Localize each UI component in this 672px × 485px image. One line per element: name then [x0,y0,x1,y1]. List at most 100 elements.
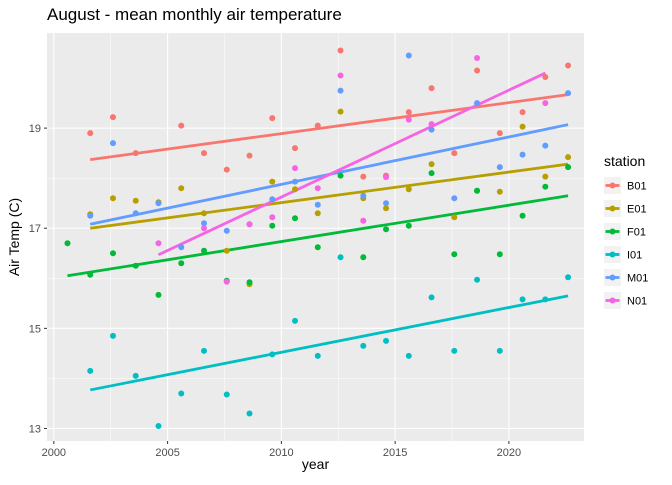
data-point-i01 [132,372,139,379]
data-point-n01 [201,225,208,232]
legend-title: station [604,153,645,169]
data-point-i01 [542,296,549,303]
legend-label-f01: F01 [627,227,646,239]
data-point-f01 [246,279,253,286]
legend-key-point [609,205,616,212]
data-point-f01 [64,240,71,247]
data-point-i01 [405,352,412,359]
y-tick-label: 19 [29,123,41,135]
data-point-e01 [132,197,139,204]
data-point-b01 [178,122,185,129]
data-point-i01 [155,422,162,429]
data-point-m01 [474,100,481,107]
data-point-n01 [246,221,253,228]
legend-label-n01: N01 [627,296,647,308]
data-point-i01 [337,254,344,261]
data-point-b01 [109,114,116,121]
legend-key-point [609,228,616,235]
data-point-m01 [201,220,208,227]
data-point-f01 [155,291,162,298]
data-point-f01 [132,262,139,269]
data-point-n01 [269,214,276,221]
data-point-n01 [292,165,299,172]
data-point-m01 [109,140,116,147]
data-point-f01 [383,226,390,233]
data-point-e01 [269,178,276,185]
legend-key-point [609,251,616,258]
legend-label-m01: M01 [627,273,648,285]
data-point-f01 [542,183,549,190]
trend-lines [67,71,569,392]
data-point-i01 [428,294,435,301]
data-point-m01 [223,227,230,234]
data-point-i01 [178,390,185,397]
legend: station B01 E01 F01 I01 M01 N01 [604,153,648,309]
data-point-b01 [451,150,458,157]
data-point-f01 [496,251,503,258]
x-tick-label: 2005 [155,447,179,459]
data-point-m01 [542,142,549,149]
data-point-b01 [246,152,253,159]
legend-label-b01: B01 [627,181,647,193]
data-point-f01 [314,244,321,251]
data-point-n01 [155,240,162,247]
data-point-f01 [201,247,208,254]
legend-key-point [609,274,616,281]
data-point-e01 [496,188,503,195]
data-point-i01 [201,347,208,354]
trend-line-b01 [90,93,569,162]
data-point-i01 [360,342,367,349]
data-point-b01 [519,109,526,116]
data-point-m01 [314,201,321,208]
data-point-n01 [337,72,344,79]
data-point-f01 [109,250,116,257]
data-point-f01 [360,254,367,261]
data-point-f01 [405,222,412,229]
x-tick-label: 2010 [269,447,293,459]
data-point-n01 [542,100,549,107]
data-point-e01 [223,247,230,254]
trend-line-f01 [67,194,569,278]
data-point-i01 [565,274,572,281]
data-point-i01 [383,337,390,344]
data-point-e01 [451,214,458,221]
chart-title: August - mean monthly air temperature [47,5,342,24]
data-points [64,47,572,429]
data-point-i01 [223,391,230,398]
data-point-i01 [314,352,321,359]
data-point-e01 [542,173,549,180]
data-point-e01 [292,186,299,193]
y-axis: 13 15 17 19 [29,123,47,435]
data-point-e01 [383,205,390,212]
data-point-n01 [474,55,481,62]
data-point-m01 [155,200,162,207]
y-tick-label: 15 [29,323,41,335]
data-point-m01 [360,192,367,199]
legend-label-i01: I01 [627,250,642,262]
legend-key-point [609,182,616,189]
trend-line-e01 [90,162,569,230]
data-point-i01 [451,347,458,354]
data-point-f01 [565,164,572,171]
data-point-f01 [178,260,185,267]
data-point-i01 [246,410,253,417]
trend-line-n01 [157,71,546,257]
data-point-b01 [565,62,572,69]
data-point-m01 [519,151,526,158]
x-tick-label: 2015 [383,447,407,459]
data-point-m01 [383,200,390,207]
data-point-m01 [428,126,435,133]
data-point-m01 [292,178,299,185]
data-point-m01 [496,164,503,171]
data-point-m01 [337,87,344,94]
data-point-n01 [428,121,435,128]
data-point-f01 [269,222,276,229]
data-point-e01 [109,195,116,202]
data-point-b01 [132,150,139,157]
data-point-e01 [201,210,208,217]
data-point-e01 [337,108,344,115]
trend-line-i01 [89,294,569,392]
data-point-i01 [109,332,116,339]
